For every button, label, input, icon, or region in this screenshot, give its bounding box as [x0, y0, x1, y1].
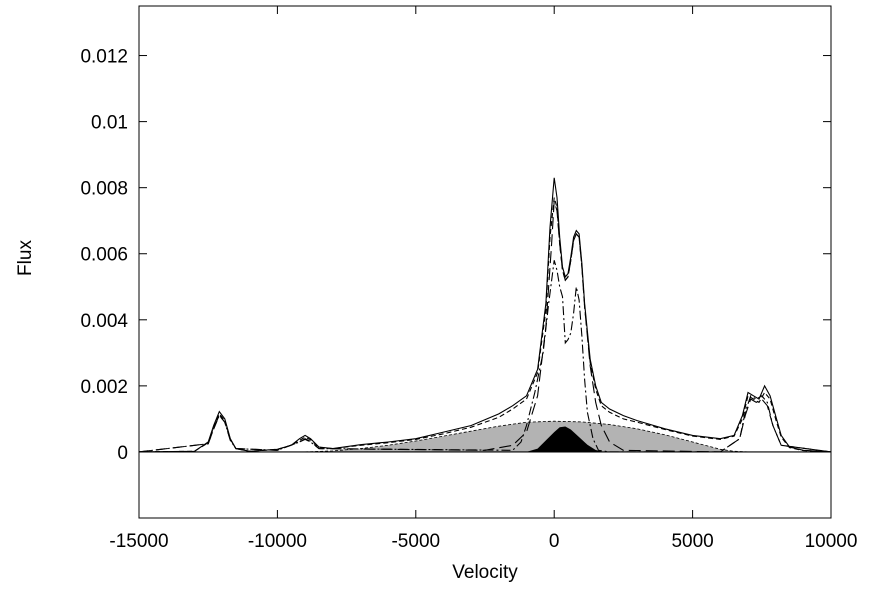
series-fill-black-area	[526, 426, 604, 452]
plot-frame	[138, 5, 832, 519]
y-tick-label: 0.006	[80, 245, 128, 266]
y-tick-label: 0.008	[80, 179, 128, 200]
y-tick-label: 0.012	[80, 47, 128, 68]
series-long-dash-line	[138, 200, 832, 453]
tick-layer: -15000 -10000 -5000 0 5000 10000 0 0.002 0.004 0.…	[80, 6, 857, 552]
y-tick-label: 0	[117, 443, 128, 464]
x-tick-label: -10000	[248, 531, 307, 552]
series-fill-gray-area	[305, 420, 749, 453]
x-tick-label: 0	[549, 531, 560, 552]
y-tick-label: 0.002	[80, 377, 128, 398]
x-tick-label: -15000	[109, 531, 168, 552]
fill-layer	[305, 420, 749, 453]
x-axis-label: Velocity	[452, 562, 518, 583]
x-tick-label: 5000	[671, 531, 713, 552]
series-solid-line	[138, 177, 832, 453]
x-tick-label: -5000	[391, 531, 440, 552]
line-layer	[138, 177, 832, 453]
y-axis-label: Flux	[15, 240, 36, 276]
y-tick-label: 0.004	[80, 311, 128, 332]
series-dashed-line	[138, 197, 832, 453]
series-dash-dot-line	[138, 260, 832, 453]
x-tick-label: 10000	[805, 531, 858, 552]
y-tick-label: 0.01	[91, 113, 128, 134]
